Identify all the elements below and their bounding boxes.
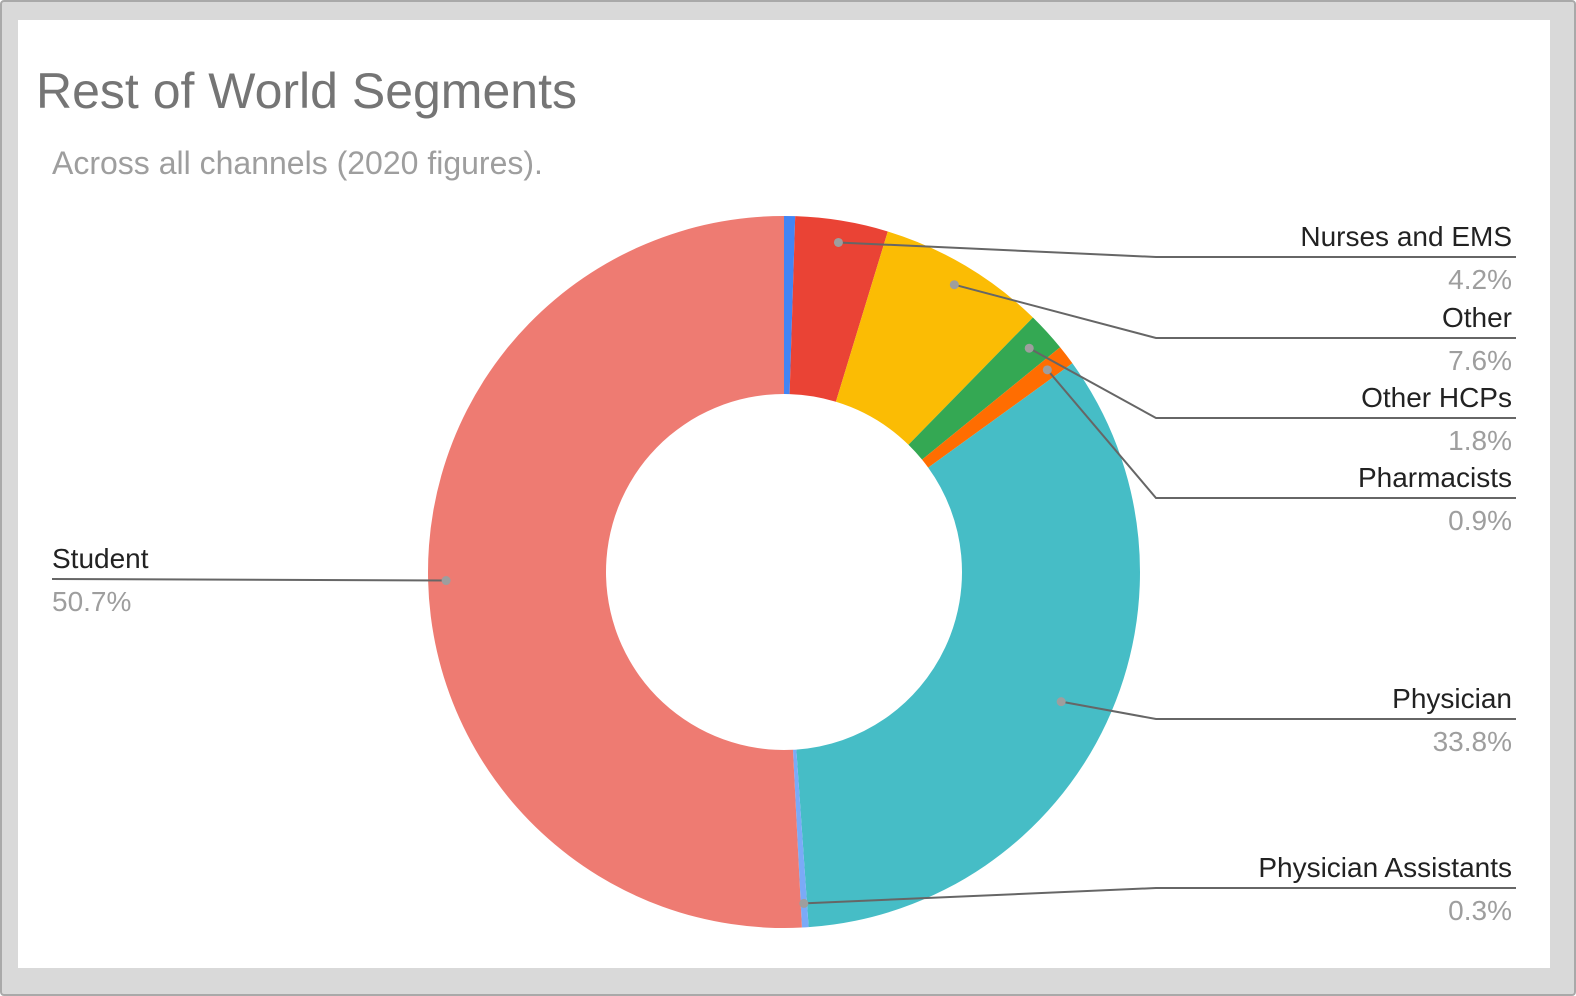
leader-line-nurses-and-ems <box>838 241 1516 258</box>
slice-percent-physician: 33.8% <box>1433 726 1512 757</box>
slice-pharmacists <box>922 347 1073 468</box>
slice-label-physician: Physician <box>1392 683 1512 714</box>
slice-unlabeled-0 <box>784 216 796 395</box>
slice-label-physician-assistants: Physician Assistants <box>1258 852 1512 883</box>
leader-line-student <box>51 578 447 582</box>
leader-dot-pharmacists <box>1042 365 1052 375</box>
chart-title: Rest of World Segments <box>36 63 577 119</box>
leader-line-other-hcps <box>1028 347 1516 419</box>
slice-percent-pharmacists: 0.9% <box>1448 505 1512 536</box>
slice-percent-student: 50.7% <box>52 586 131 617</box>
leader-dot-other <box>949 280 959 290</box>
slice-percent-other-hcps: 1.8% <box>1448 425 1512 456</box>
slice-label-student: Student <box>52 543 149 574</box>
slices-layer <box>428 216 1140 928</box>
slice-other <box>835 231 1033 445</box>
chart-subtitle: Across all channels (2020 figures). <box>52 145 543 181</box>
labels-layer: Nurses and EMS 4.2% Other 7.6% Other HCPs 1.8… <box>52 221 1512 926</box>
slice-percent-other: 7.6% <box>1448 345 1512 376</box>
leader-line-physician-assistants <box>803 887 1516 905</box>
slice-percent-physician-assistants: 0.3% <box>1448 895 1512 926</box>
slice-physician <box>796 363 1140 928</box>
leader-lines-layer <box>51 237 1516 908</box>
leader-dot-physician <box>1056 697 1066 707</box>
slice-label-other-hcps: Other HCPs <box>1361 382 1512 413</box>
leader-dot-other-hcps <box>1024 343 1034 353</box>
leader-dot-physician-assistants <box>799 898 809 908</box>
slice-student <box>428 216 802 928</box>
leader-line-other <box>954 283 1516 339</box>
slice-label-other: Other <box>1442 302 1512 333</box>
slice-nurses-and-ems <box>789 216 888 402</box>
leader-dot-nurses-and-ems <box>833 237 843 247</box>
slice-other-hcps <box>908 317 1061 460</box>
leader-dot-student <box>441 576 451 586</box>
slice-label-pharmacists: Pharmacists <box>1358 462 1512 493</box>
slice-physician-assistants <box>792 749 809 928</box>
leader-line-physician <box>1060 700 1516 720</box>
leader-line-pharmacists <box>1046 369 1516 499</box>
slice-label-nurses-and-ems: Nurses and EMS <box>1300 221 1512 252</box>
slice-percent-nurses-and-ems: 4.2% <box>1448 264 1512 295</box>
